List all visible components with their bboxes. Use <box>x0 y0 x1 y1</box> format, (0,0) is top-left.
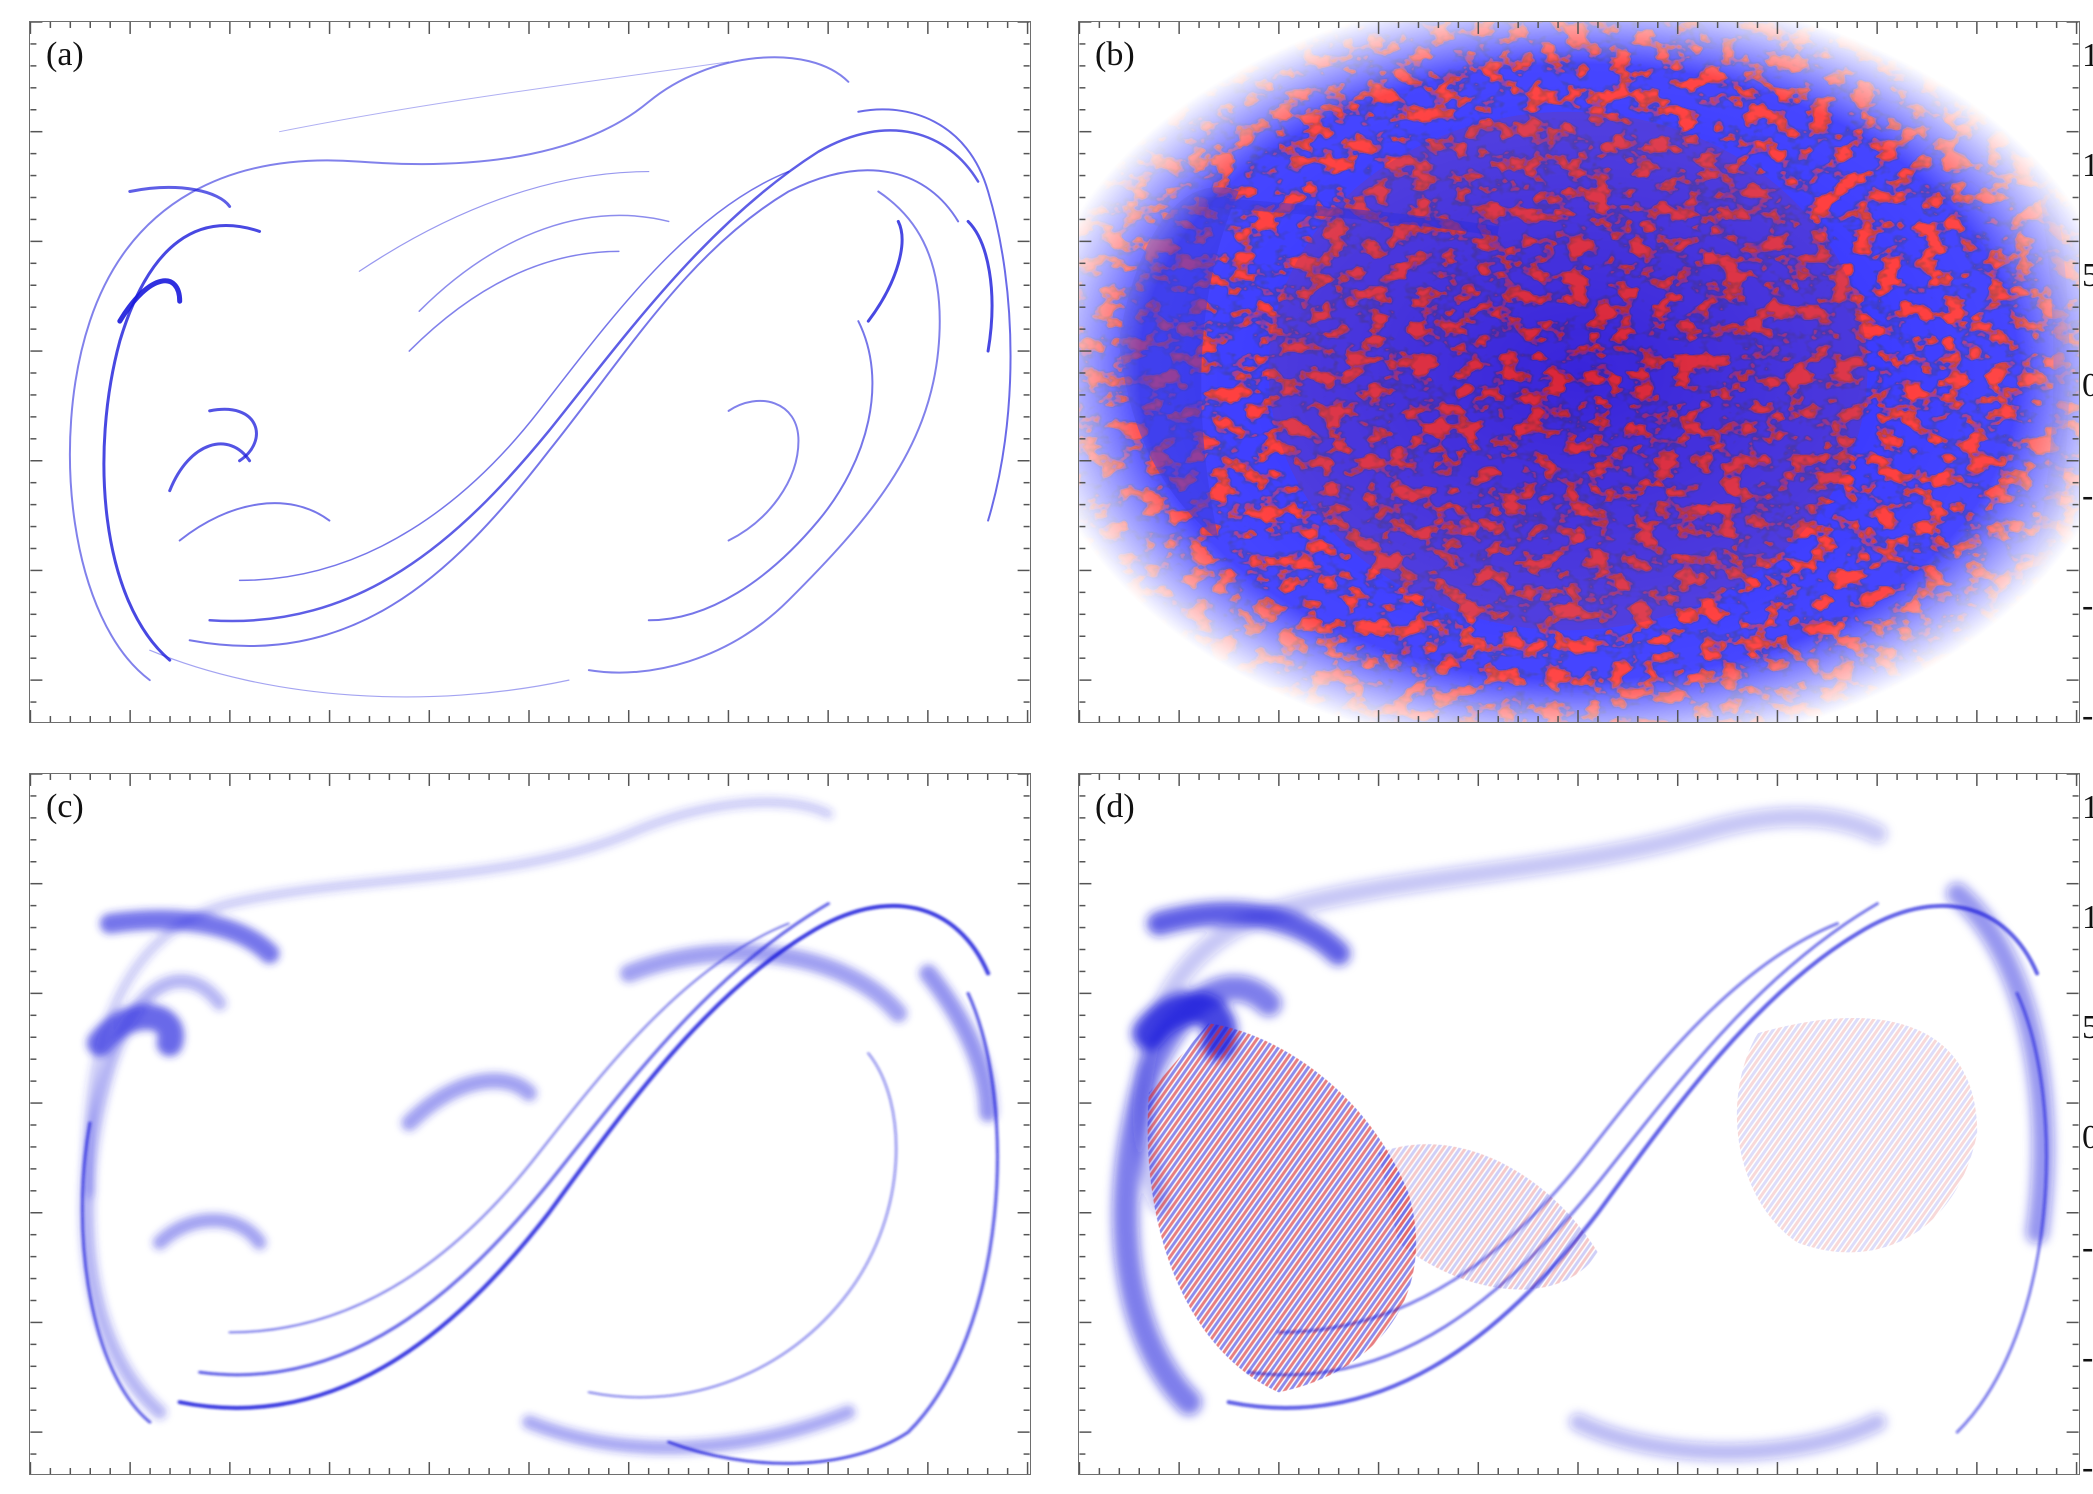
panel-c: (c) <box>29 773 1031 1475</box>
right-axis-tick-label: 0 <box>2082 367 2093 404</box>
panel-b-plot <box>1079 22 2079 722</box>
right-axis-tick-label: 1 <box>2082 899 2093 936</box>
panel-c-plot <box>80 797 999 1465</box>
right-axis-tick-label: - <box>2082 1229 2093 1266</box>
panel-label: (d) <box>1095 788 1135 825</box>
panel-label: (a) <box>46 36 84 73</box>
panel-label: (b) <box>1095 36 1135 73</box>
panel-d: (d) <box>1078 773 2080 1475</box>
panel-label: (c) <box>46 788 84 825</box>
right-axis-tick-label: - <box>2082 1449 2093 1486</box>
right-axis-tick-label: - <box>2082 587 2093 624</box>
right-axis-tick-label: 0 <box>2082 1119 2093 1156</box>
right-axis-tick-label: 1 <box>2082 37 2093 74</box>
panel-d-plot <box>1112 807 2055 1462</box>
right-axis-tick-label: 5 <box>2082 257 2093 294</box>
right-axis-tick-label: - <box>2082 697 2093 734</box>
right-axis-tick-label: - <box>2082 1339 2093 1376</box>
right-axis-tick-label: 1 <box>2082 789 2093 826</box>
right-axis-tick-label: 5 <box>2082 1009 2093 1046</box>
panel-a: (a) <box>29 21 1031 723</box>
right-axis-tick-label: - <box>2082 477 2093 514</box>
panel-b: (b) <box>1078 21 2080 723</box>
panel-a-plot <box>68 56 1012 698</box>
right-axis-tick-label: 1 <box>2082 147 2093 184</box>
